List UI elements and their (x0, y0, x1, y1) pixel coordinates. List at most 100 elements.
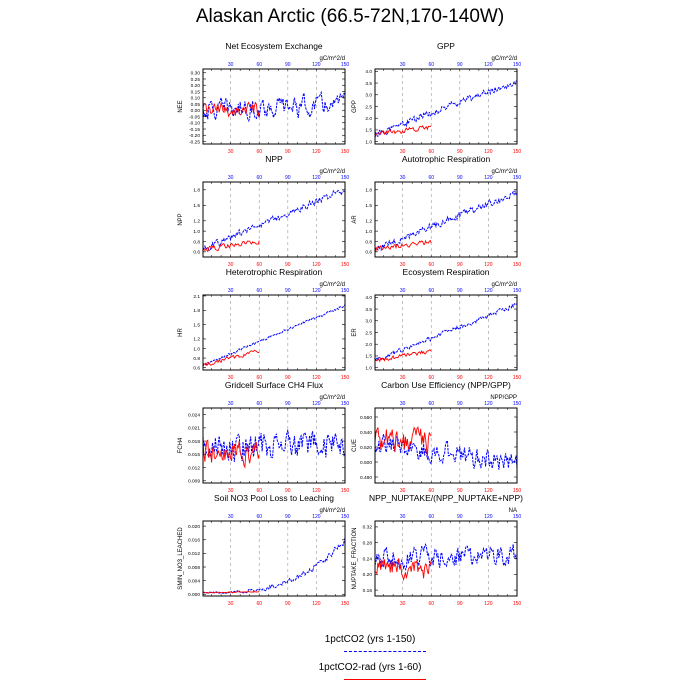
series-line-run-b (202, 439, 260, 469)
y-tick-label: 0.015 (188, 452, 200, 458)
x-tick-label-top: 120 (484, 288, 493, 294)
y-tick-label: 1.2 (193, 337, 200, 343)
y-tick-label: 0.500 (360, 460, 372, 466)
x-tick-label-top: 120 (484, 175, 493, 181)
x-tick-label-bottom: 30 (228, 149, 234, 155)
y-tick-label: 1.2 (365, 219, 372, 225)
x-tick-label-bottom: 90 (285, 375, 291, 381)
series-line-run-b (202, 349, 260, 367)
plot-frame (202, 181, 346, 258)
y-tick-label: 2.5 (365, 104, 372, 110)
x-tick-label-top: 120 (312, 288, 321, 294)
y-tick-label: 1.0 (193, 229, 200, 235)
x-tick-label-top: 150 (513, 175, 522, 181)
series-line-run-a (202, 90, 346, 123)
x-tick-label-top: 30 (400, 62, 406, 68)
series-line-run-a (374, 302, 518, 361)
y-tick-label: 0.480 (360, 475, 372, 481)
x-tick-label-bottom: 150 (341, 149, 350, 155)
series-line-run-a (374, 434, 518, 470)
plot-frame (374, 68, 518, 145)
x-tick-label-top: 90 (457, 288, 463, 294)
x-tick-label-top: 150 (341, 62, 350, 68)
x-tick-label-top: 90 (285, 175, 291, 181)
y-tick-label: 3.0 (365, 319, 372, 325)
chart-panel-9: Soil NO3 Pool Loss to Leaching gN/m^2/d 0.… (178, 493, 349, 607)
x-tick-label-top: 60 (256, 401, 262, 407)
y-axis-label: GPP (352, 100, 358, 113)
x-tick-label-top: 150 (341, 514, 350, 520)
y-tick-label: 0.20 (191, 83, 201, 89)
units-label: gC/m^2/d (320, 56, 346, 62)
y-tick-label: 1.5 (365, 128, 372, 134)
x-tick-label-top: 120 (312, 62, 321, 68)
plot-frame (202, 407, 346, 484)
panel-title: Net Ecosystem Exchange (225, 41, 323, 51)
x-tick-label-top: 90 (457, 175, 463, 181)
x-tick-label-top: 90 (285, 288, 291, 294)
x-tick-label-bottom: 90 (457, 375, 463, 381)
y-tick-label: 0.8 (365, 239, 372, 245)
x-tick-label-bottom: 150 (513, 262, 522, 268)
y-axis-label: AR (352, 215, 358, 224)
x-tick-label-bottom: 30 (400, 488, 406, 494)
series-line-run-b (374, 239, 432, 252)
x-tick-label-bottom: 90 (285, 149, 291, 155)
units-label: gC/m^2/d (320, 169, 346, 175)
y-tick-label: 3.5 (365, 307, 372, 313)
x-tick-label-top: 30 (400, 401, 406, 407)
y-axis-label: ER (352, 328, 358, 337)
legend: 1pctCO2 (yrs 1-150) 1pctCO2-rad (yrs 1-6… (300, 634, 440, 690)
x-tick-label-bottom: 90 (457, 262, 463, 268)
plot-frame (374, 407, 518, 484)
units-label: gC/m^2/d (320, 395, 346, 401)
y-tick-label: 2.5 (365, 330, 372, 336)
x-tick-label-bottom: 120 (312, 488, 321, 494)
series-line-run-a (202, 429, 346, 462)
y-tick-label: 0.32 (363, 525, 373, 531)
y-axis-label: CUE (352, 439, 358, 452)
panel-title: NPP_NUPTAKE/(NPP_NUPTAKE+NPP) (369, 493, 523, 503)
x-tick-label-bottom: 150 (341, 262, 350, 268)
x-tick-label-top: 30 (400, 514, 406, 520)
panel-title: Autotrophic Respiration (402, 154, 491, 164)
series-line-run-a (374, 190, 518, 251)
x-tick-label-bottom: 150 (513, 488, 522, 494)
x-tick-label-bottom: 30 (400, 375, 406, 381)
x-tick-label-top: 90 (285, 514, 291, 520)
y-tick-label: 0.6 (193, 365, 200, 371)
x-tick-label-bottom: 120 (484, 601, 493, 607)
legend-item-run-a: 1pctCO2 (yrs 1-150) (300, 634, 440, 662)
y-tick-label: 0.30 (191, 71, 201, 77)
series-line-run-a (202, 304, 346, 367)
units-label: gC/m^2/d (492, 169, 518, 175)
units-label: gC/m^2/d (492, 56, 518, 62)
y-tick-label: 0.10 (191, 96, 201, 102)
x-tick-label-top: 120 (312, 175, 321, 181)
y-tick-label: 0.8 (193, 239, 200, 245)
units-label: gC/m^2/d (320, 282, 346, 288)
y-tick-label: 0.25 (191, 77, 201, 83)
chart-panel-7: Gridcell Surface CH4 Flux gC/m^2/d 0.024 0.… (178, 380, 349, 494)
x-tick-label-bottom: 150 (513, 375, 522, 381)
x-tick-label-top: 30 (228, 401, 234, 407)
y-tick-label: 0.024 (188, 412, 200, 418)
chart-panel-1: Net Ecosystem ExchangegC/m^2/d0.300.250.… (178, 41, 349, 155)
x-tick-label-bottom: 60 (428, 149, 434, 155)
chart-panel-10: NPP_NUPTAKE/(NPP_NUPTAKE+NPP) NA 0.32 0.28 0… (352, 493, 523, 607)
y-tick-label: 1.0 (365, 365, 372, 371)
units-label: NA (509, 508, 517, 514)
x-tick-label-bottom: 120 (484, 488, 493, 494)
plot-frame (202, 520, 346, 597)
y-tick-label: 0.00 (191, 108, 201, 114)
x-tick-label-bottom: 60 (428, 488, 434, 494)
x-tick-label-bottom: 150 (341, 375, 350, 381)
y-tick-label: 0.012 (188, 551, 200, 557)
y-tick-label: 0.020 (188, 524, 200, 530)
x-tick-label-top: 60 (428, 514, 434, 520)
units-label: gC/m^2/d (492, 282, 518, 288)
x-tick-label-top: 120 (312, 514, 321, 520)
plot-frame (374, 294, 518, 371)
x-tick-label-bottom: 60 (256, 262, 262, 268)
